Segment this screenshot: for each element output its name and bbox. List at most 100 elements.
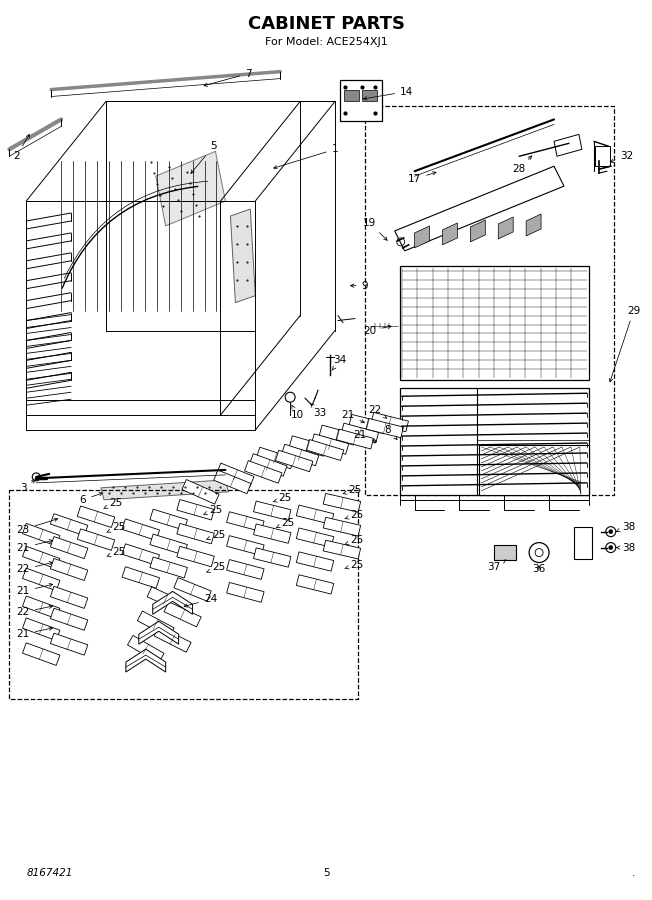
Text: 24: 24 [184, 594, 217, 608]
Bar [344, 89, 359, 102]
Text: 28: 28 [512, 156, 531, 175]
Text: |: | [373, 323, 375, 328]
Polygon shape [23, 546, 60, 569]
Polygon shape [244, 461, 282, 483]
Text: 25: 25 [207, 562, 225, 572]
Polygon shape [122, 567, 160, 589]
Polygon shape [289, 436, 327, 456]
Text: For Model: ACE254XJ1: For Model: ACE254XJ1 [265, 37, 387, 47]
Polygon shape [23, 643, 60, 665]
Text: 25: 25 [104, 498, 123, 508]
Text: 25: 25 [345, 509, 364, 519]
Text: 10: 10 [291, 405, 304, 420]
Polygon shape [50, 608, 88, 630]
Polygon shape [150, 534, 187, 555]
Polygon shape [139, 621, 179, 644]
Text: 25: 25 [276, 518, 295, 527]
Text: CABINET PARTS: CABINET PARTS [248, 14, 404, 32]
Text: 21: 21 [17, 627, 53, 639]
Bar [595, 147, 610, 166]
Text: 3: 3 [20, 480, 35, 493]
Bar [574, 526, 592, 559]
Polygon shape [371, 412, 408, 432]
Polygon shape [349, 415, 387, 434]
Polygon shape [122, 519, 160, 540]
Text: 23: 23 [17, 518, 57, 535]
Polygon shape [177, 546, 215, 567]
Text: 25: 25 [345, 560, 364, 570]
Polygon shape [50, 536, 88, 559]
Polygon shape [526, 214, 541, 236]
Polygon shape [227, 512, 264, 532]
Bar [494, 544, 516, 560]
Text: 38: 38 [616, 543, 635, 553]
Text: 25: 25 [107, 522, 126, 532]
Polygon shape [50, 514, 88, 536]
Text: 17: 17 [408, 172, 436, 184]
Text: 14: 14 [363, 86, 413, 100]
Polygon shape [254, 548, 291, 567]
Polygon shape [77, 529, 115, 551]
Polygon shape [256, 447, 294, 469]
Polygon shape [323, 540, 361, 559]
Text: .: . [632, 868, 635, 878]
Text: 19: 19 [363, 218, 387, 240]
Text: 21: 21 [353, 430, 376, 442]
Polygon shape [319, 425, 357, 445]
Polygon shape [400, 266, 589, 381]
Polygon shape [323, 493, 361, 512]
Polygon shape [479, 445, 589, 495]
Polygon shape [341, 423, 379, 443]
Polygon shape [214, 470, 251, 494]
Bar [362, 89, 377, 102]
Text: 7: 7 [204, 68, 252, 86]
Text: 29: 29 [610, 306, 640, 382]
Polygon shape [400, 388, 589, 495]
Bar [365, 106, 614, 495]
Polygon shape [336, 429, 374, 449]
Text: |: | [378, 323, 379, 328]
Polygon shape [150, 509, 187, 530]
Text: 34: 34 [332, 356, 347, 370]
Polygon shape [182, 480, 219, 504]
Polygon shape [323, 518, 361, 536]
Polygon shape [153, 591, 192, 615]
Text: 20: 20 [363, 325, 391, 336]
Polygon shape [216, 464, 254, 487]
Polygon shape [23, 618, 60, 641]
Polygon shape [77, 506, 115, 527]
Polygon shape [23, 568, 60, 590]
Circle shape [609, 545, 613, 550]
Polygon shape [227, 560, 264, 580]
Polygon shape [122, 544, 160, 565]
Text: 9: 9 [351, 281, 368, 291]
Text: 37: 37 [488, 560, 506, 572]
Polygon shape [128, 635, 164, 663]
Polygon shape [366, 418, 404, 437]
Polygon shape [470, 220, 485, 242]
Text: 22: 22 [17, 605, 53, 617]
Text: 25: 25 [203, 505, 222, 515]
Polygon shape [138, 611, 174, 637]
Polygon shape [250, 454, 287, 476]
Text: 36: 36 [533, 564, 546, 574]
Polygon shape [150, 557, 187, 578]
Text: 25: 25 [107, 546, 126, 556]
Text: 5: 5 [323, 868, 329, 878]
Text: |: | [383, 323, 385, 328]
Text: 8: 8 [385, 425, 397, 439]
Polygon shape [164, 602, 201, 626]
Polygon shape [50, 587, 88, 608]
Polygon shape [254, 501, 291, 520]
Polygon shape [174, 578, 211, 601]
Polygon shape [554, 134, 582, 157]
Text: 25: 25 [343, 485, 361, 495]
Text: 25: 25 [273, 493, 292, 503]
Text: 22: 22 [17, 562, 53, 574]
Circle shape [609, 530, 613, 534]
Polygon shape [147, 587, 185, 612]
Polygon shape [126, 649, 166, 672]
Polygon shape [177, 500, 215, 520]
Polygon shape [50, 559, 88, 580]
Polygon shape [156, 151, 226, 226]
